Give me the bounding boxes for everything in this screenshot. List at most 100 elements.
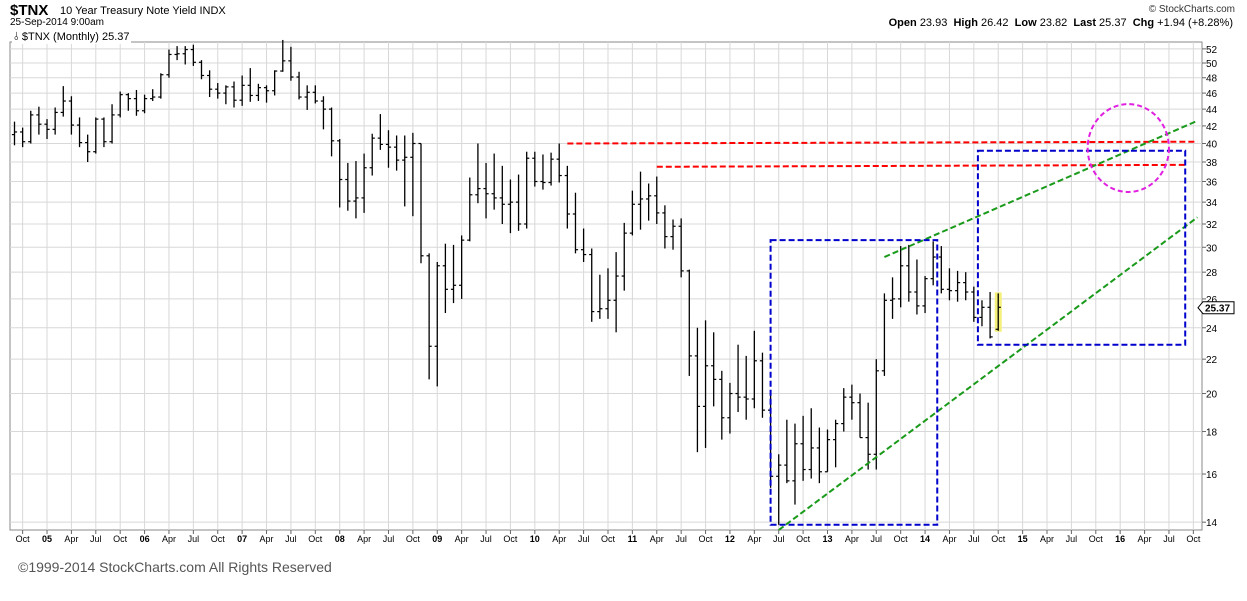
stockcharts-watermark: © StockCharts.com xyxy=(1148,4,1235,15)
price-bars xyxy=(11,39,1002,525)
y-tick-label: 18 xyxy=(1206,428,1218,439)
x-tick-label: Apr xyxy=(747,534,761,544)
x-tick-label: Apr xyxy=(162,534,176,544)
x-tick-label: 15 xyxy=(1018,534,1028,544)
y-tick-label: 26 xyxy=(1206,295,1218,306)
security-name-text: 10 Year Treasury Note Yield xyxy=(60,5,197,17)
legend-period: (Monthly) xyxy=(53,31,99,43)
x-tick-label: Apr xyxy=(552,534,566,544)
x-tick-label: 16 xyxy=(1115,534,1125,544)
axes: 14 16 18 20 22 24 26 28 30 32 34 36 38 40 42 44 46 48 50 52… xyxy=(16,45,1235,544)
x-tick-label: 09 xyxy=(432,534,442,544)
x-tick-label: Apr xyxy=(260,534,274,544)
x-tick-label: Jul xyxy=(480,534,492,544)
chart-symbol: $TNX xyxy=(10,2,49,19)
y-tick-label: 40 xyxy=(1206,140,1218,151)
channel-line xyxy=(778,216,1199,531)
legend-symbol: $TNX xyxy=(21,31,50,43)
y-tick-label: 42 xyxy=(1206,122,1218,133)
x-tick-label: Apr xyxy=(942,534,956,544)
chart-date: 25-Sep-2014 9:00am xyxy=(10,17,104,28)
x-tick-label: Jul xyxy=(578,534,590,544)
resistance-line xyxy=(567,140,1198,145)
x-tick-label: Jul xyxy=(90,534,102,544)
x-tick-label: Apr xyxy=(845,534,859,544)
x-tick-label: Oct xyxy=(406,534,421,544)
x-tick-label: Apr xyxy=(357,534,371,544)
x-tick-label: 07 xyxy=(237,534,247,544)
x-tick-label: 08 xyxy=(335,534,345,544)
x-tick-label: Oct xyxy=(1186,534,1201,544)
high-value: 26.42 xyxy=(980,17,1009,29)
y-tick-label: 44 xyxy=(1206,105,1218,116)
annotations xyxy=(567,103,1199,531)
plot-frame xyxy=(9,41,1203,531)
x-tick-label: Oct xyxy=(503,534,518,544)
highlight-box xyxy=(976,149,1187,346)
x-tick-label: Apr xyxy=(650,534,664,544)
x-tick-label: Oct xyxy=(894,534,909,544)
copyright-notice: ©1999-2014 StockCharts.com All Rights Re… xyxy=(18,559,332,575)
chg-label: Chg xyxy=(1132,17,1155,29)
x-tick-label: 06 xyxy=(140,534,150,544)
y-tick-label: 24 xyxy=(1206,324,1218,335)
x-tick-label: Oct xyxy=(991,534,1006,544)
chg-value: +1.94 (+8.28%) xyxy=(1157,17,1233,29)
x-tick-label: Apr xyxy=(455,534,469,544)
y-tick-label: 46 xyxy=(1206,89,1218,100)
x-tick-label: Jul xyxy=(675,534,687,544)
y-tick-label: 28 xyxy=(1206,268,1218,279)
x-tick-label: Oct xyxy=(113,534,128,544)
y-tick-label: 50 xyxy=(1206,59,1218,70)
x-tick-label: Oct xyxy=(308,534,323,544)
chart-security-name: 10 Year Treasury Note Yield INDX xyxy=(60,5,226,17)
exchange-text: INDX xyxy=(199,5,226,17)
last-value: 25.37 xyxy=(1099,17,1127,29)
last-price-flag xyxy=(1197,301,1235,315)
y-tick-label: 36 xyxy=(1206,178,1218,189)
legend-value: 25.37 xyxy=(101,31,130,43)
x-tick-label: Apr xyxy=(1138,534,1152,544)
x-tick-label: 12 xyxy=(725,534,735,544)
low-value: 23.82 xyxy=(1039,17,1068,29)
y-tick-label: 22 xyxy=(1206,355,1218,366)
highlight-box xyxy=(769,239,939,526)
x-tick-label: 05 xyxy=(42,534,52,544)
open-value: 23.93 xyxy=(919,17,948,29)
x-tick-label: Jul xyxy=(1066,534,1078,544)
y-tick-label: 52 xyxy=(1206,45,1218,56)
x-tick-label: Jul xyxy=(1163,534,1175,544)
y-tick-label: 32 xyxy=(1206,220,1218,231)
legend-bar-icon: ⫰ xyxy=(14,31,19,43)
x-tick-label: Oct xyxy=(16,534,31,544)
y-tick-label: 20 xyxy=(1206,390,1218,401)
y-tick-label: 30 xyxy=(1206,243,1218,254)
x-tick-label: Oct xyxy=(211,534,226,544)
x-tick-label: 10 xyxy=(530,534,540,544)
x-tick-label: Apr xyxy=(1040,534,1054,544)
open-label: Open xyxy=(888,17,917,29)
x-tick-label: Apr xyxy=(64,534,78,544)
channel-line xyxy=(884,119,1198,258)
x-tick-label: Jul xyxy=(383,534,395,544)
x-tick-label: 13 xyxy=(822,534,832,544)
y-tick-label: 38 xyxy=(1206,158,1218,169)
x-tick-label: 14 xyxy=(920,534,930,544)
x-tick-label: Jul xyxy=(968,534,980,544)
chart-legend: ⫰ $TNX (Monthly) 25.37 xyxy=(12,31,132,44)
y-tick-label: 34 xyxy=(1206,198,1218,209)
low-label: Low xyxy=(1014,17,1037,29)
grid xyxy=(10,42,1202,530)
y-tick-label: 14 xyxy=(1206,518,1218,529)
x-tick-label: Jul xyxy=(188,534,200,544)
high-label: High xyxy=(953,17,978,29)
x-tick-label: Jul xyxy=(773,534,785,544)
y-tick-label: 48 xyxy=(1206,74,1218,85)
last-price-flag-label: 25.37 xyxy=(1205,304,1230,315)
x-tick-label: Oct xyxy=(601,534,616,544)
x-tick-label: Oct xyxy=(1089,534,1104,544)
x-tick-label: Oct xyxy=(796,534,811,544)
x-tick-label: Oct xyxy=(699,534,714,544)
resistance-line xyxy=(656,163,1186,168)
